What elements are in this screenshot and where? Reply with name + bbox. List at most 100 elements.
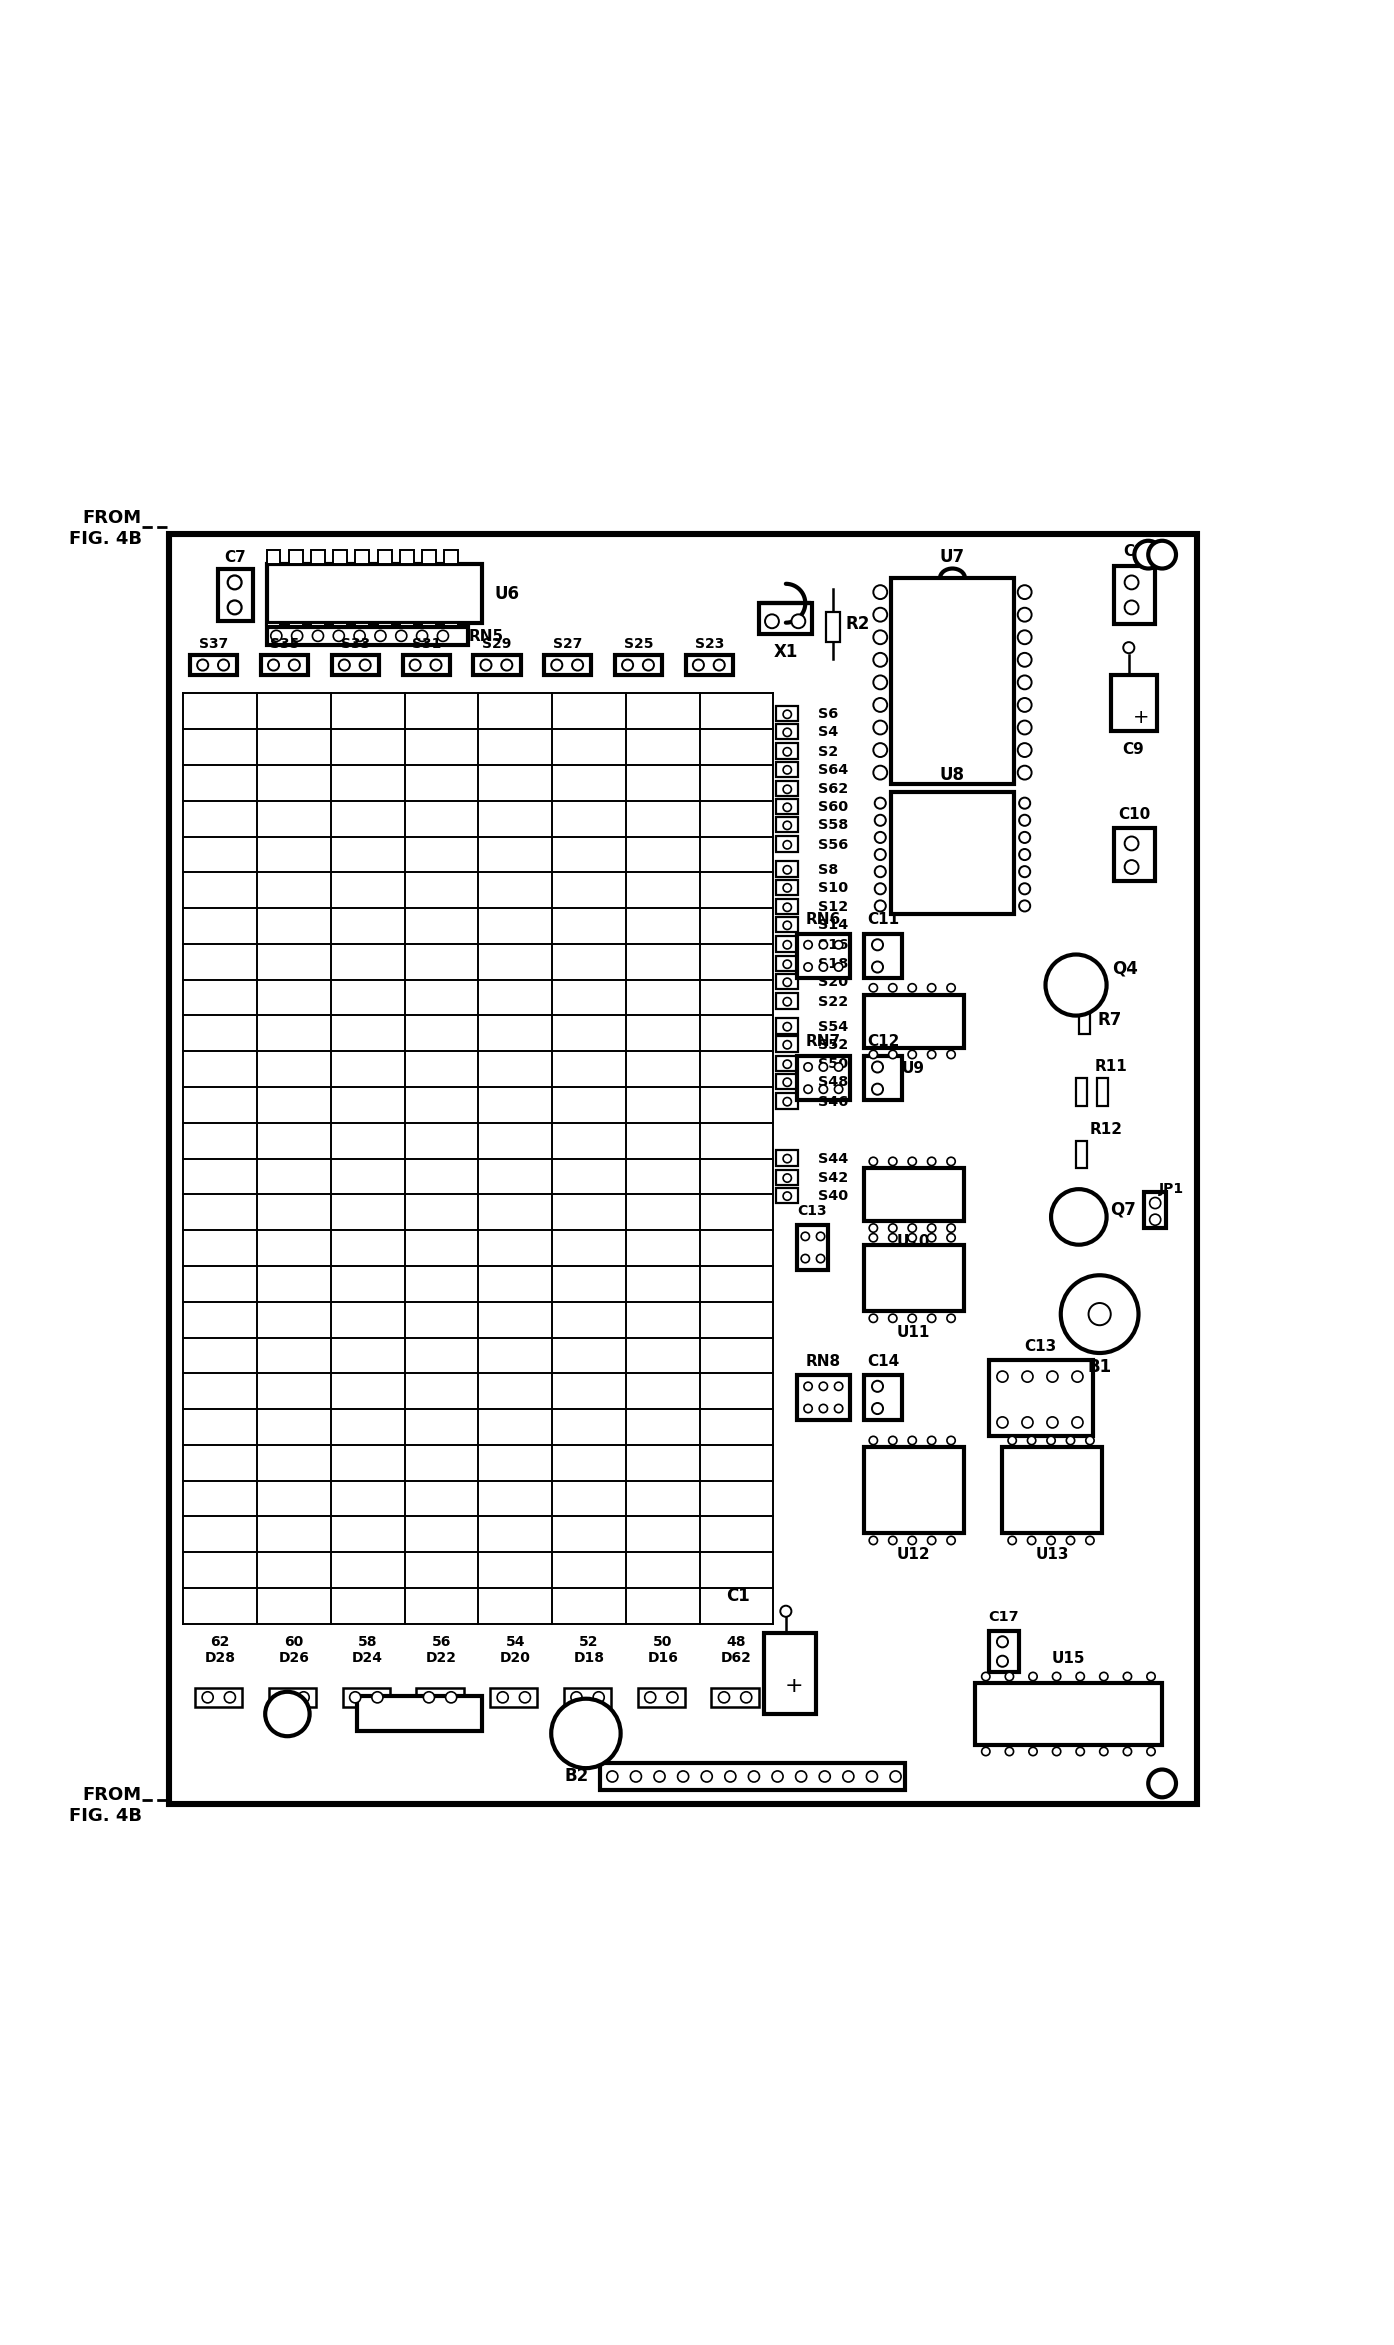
Circle shape	[947, 1435, 955, 1445]
Text: +: +	[785, 1677, 803, 1695]
Text: R11: R11	[1094, 1060, 1128, 1074]
Text: S56: S56	[818, 837, 848, 851]
Text: U10: U10	[896, 1233, 930, 1250]
Bar	[1144, 1191, 1167, 1229]
Circle shape	[1124, 1747, 1132, 1756]
Circle shape	[870, 1536, 877, 1545]
Text: C9: C9	[1122, 741, 1144, 757]
Circle shape	[783, 884, 792, 891]
Bar	[266, 565, 482, 624]
Text: D24: D24	[353, 1651, 383, 1665]
Circle shape	[804, 964, 813, 971]
Circle shape	[749, 1770, 760, 1782]
Circle shape	[783, 748, 792, 755]
Circle shape	[265, 1691, 309, 1735]
Circle shape	[907, 1233, 916, 1243]
Bar	[827, 612, 841, 643]
Bar	[776, 861, 799, 877]
Text: S20: S20	[818, 976, 848, 990]
Circle shape	[870, 1313, 877, 1323]
Text: C14: C14	[867, 1353, 899, 1369]
Circle shape	[997, 1656, 1008, 1667]
Bar	[797, 1224, 828, 1269]
Bar	[491, 1688, 538, 1707]
Circle shape	[927, 983, 935, 992]
Circle shape	[644, 1691, 655, 1702]
Circle shape	[1018, 767, 1032, 779]
Circle shape	[498, 1691, 509, 1702]
Bar	[776, 957, 799, 971]
Circle shape	[804, 1086, 813, 1093]
Text: JP1: JP1	[1160, 1182, 1185, 1196]
Circle shape	[1022, 1416, 1033, 1428]
Circle shape	[927, 1051, 935, 1058]
Bar	[422, 624, 436, 635]
Text: S33: S33	[340, 635, 369, 650]
Circle shape	[947, 1536, 955, 1545]
Circle shape	[1089, 1304, 1111, 1325]
Circle shape	[783, 767, 792, 774]
Text: D28: D28	[205, 1651, 236, 1665]
Circle shape	[820, 1770, 831, 1782]
Bar	[1114, 565, 1156, 624]
Bar	[891, 579, 1013, 783]
Circle shape	[927, 1536, 935, 1545]
Circle shape	[874, 865, 885, 877]
Circle shape	[873, 743, 887, 757]
Circle shape	[396, 631, 407, 643]
Circle shape	[572, 1691, 583, 1702]
Circle shape	[783, 865, 792, 875]
Circle shape	[888, 1051, 896, 1058]
Text: R12: R12	[1090, 1121, 1124, 1137]
Text: S31: S31	[411, 635, 441, 650]
Text: S10: S10	[818, 882, 848, 896]
Text: U7: U7	[940, 549, 965, 567]
Circle shape	[417, 631, 428, 643]
Circle shape	[781, 1606, 792, 1616]
Bar	[333, 624, 347, 635]
Circle shape	[783, 978, 792, 987]
Circle shape	[1046, 954, 1107, 1015]
Bar	[266, 624, 280, 635]
Circle shape	[997, 1372, 1008, 1381]
Circle shape	[817, 1231, 825, 1241]
Circle shape	[888, 1313, 896, 1323]
Circle shape	[783, 940, 792, 950]
Bar	[1114, 828, 1156, 882]
Circle shape	[871, 1402, 882, 1414]
Text: S35: S35	[270, 635, 300, 650]
Circle shape	[592, 1691, 604, 1702]
Circle shape	[1125, 600, 1139, 614]
Circle shape	[783, 903, 792, 912]
Circle shape	[1125, 575, 1139, 589]
Circle shape	[1018, 675, 1032, 689]
Circle shape	[947, 1313, 955, 1323]
Bar	[400, 624, 414, 635]
Text: 50: 50	[652, 1634, 672, 1649]
Text: S8: S8	[818, 863, 838, 877]
Circle shape	[1018, 720, 1032, 734]
Bar	[1002, 1447, 1103, 1534]
Circle shape	[927, 1224, 935, 1231]
Bar	[776, 762, 799, 776]
Text: 56: 56	[432, 1634, 452, 1649]
Text: C11: C11	[867, 912, 899, 926]
Circle shape	[907, 1536, 916, 1545]
Bar	[445, 624, 459, 635]
Circle shape	[1047, 1416, 1058, 1428]
Circle shape	[873, 699, 887, 713]
Circle shape	[907, 1313, 916, 1323]
Text: S60: S60	[818, 800, 848, 814]
Text: 58: 58	[358, 1634, 378, 1649]
Bar	[711, 1688, 758, 1707]
Text: D16: D16	[647, 1651, 677, 1665]
Circle shape	[1150, 1215, 1161, 1224]
Text: S58: S58	[818, 818, 848, 832]
Bar	[776, 725, 799, 739]
Text: S46: S46	[818, 1095, 848, 1109]
Circle shape	[804, 1062, 813, 1072]
Circle shape	[870, 983, 877, 992]
Circle shape	[1125, 861, 1139, 875]
Bar	[864, 994, 963, 1048]
Circle shape	[1018, 631, 1032, 645]
